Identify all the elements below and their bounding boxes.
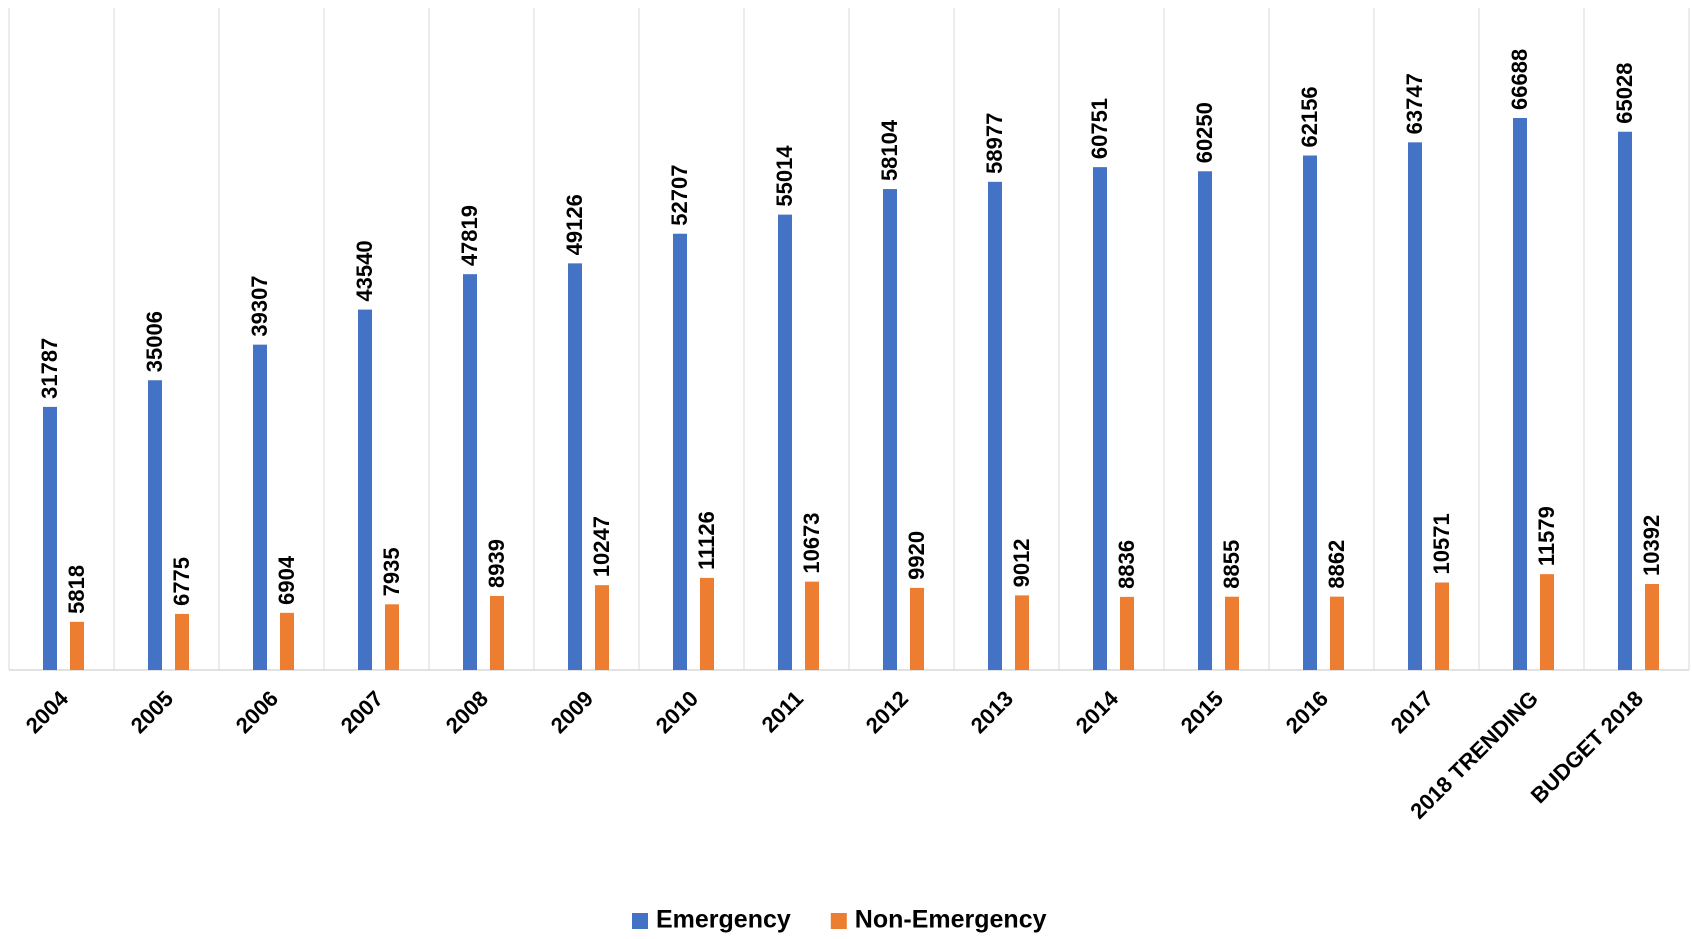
bar <box>1330 596 1344 670</box>
value-label: 39307 <box>247 275 272 336</box>
value-label: 6775 <box>169 557 194 606</box>
legend-label: Emergency <box>656 906 791 934</box>
bar <box>910 587 924 670</box>
x-tick-label: 2013 <box>966 686 1018 738</box>
value-label: 55014 <box>772 145 797 207</box>
value-label: 60751 <box>1087 98 1112 159</box>
bar <box>1120 596 1134 670</box>
value-label: 9012 <box>1009 538 1034 587</box>
value-label: 8836 <box>1114 540 1139 589</box>
bar <box>1408 142 1422 670</box>
bar <box>1435 582 1449 670</box>
bar <box>988 181 1002 670</box>
x-tick-label: 2006 <box>231 686 283 738</box>
bar <box>1198 171 1212 670</box>
value-label: 5818 <box>64 565 89 614</box>
x-tick-label: 2017 <box>1386 686 1438 738</box>
value-label: 62156 <box>1297 86 1322 147</box>
value-label: 10673 <box>799 512 824 573</box>
bar <box>280 612 294 670</box>
bar <box>805 581 819 670</box>
x-tick-label: 2009 <box>546 686 598 738</box>
x-tick-label: 2007 <box>336 686 388 738</box>
value-label: 7935 <box>379 547 404 596</box>
value-label: 52707 <box>667 165 692 226</box>
legend-swatch <box>632 913 648 929</box>
value-label: 43540 <box>352 240 377 301</box>
bar <box>1093 167 1107 670</box>
legend-swatch <box>830 913 847 929</box>
value-label: 58977 <box>982 113 1007 174</box>
x-tick-label: 2015 <box>1176 686 1228 738</box>
bar <box>385 604 399 670</box>
value-label: 10247 <box>589 516 614 577</box>
value-label: 9920 <box>904 531 929 580</box>
bar <box>1015 595 1029 670</box>
value-label: 10392 <box>1639 515 1664 576</box>
value-label: 58104 <box>877 119 902 181</box>
value-label: 47819 <box>457 205 482 266</box>
bar <box>700 577 714 670</box>
bar <box>463 274 477 670</box>
bar <box>175 613 189 670</box>
bar <box>43 406 57 670</box>
value-label: 8862 <box>1324 540 1349 589</box>
value-label: 31787 <box>37 338 62 399</box>
legend-label: Non-Emergency <box>855 906 1047 934</box>
value-label: 8855 <box>1219 540 1244 589</box>
x-tick-label: 2004 <box>21 685 74 738</box>
x-tick-label: 2011 <box>757 686 808 737</box>
x-tick-label: 2010 <box>651 686 703 738</box>
bar <box>1645 583 1659 670</box>
bar <box>568 263 582 670</box>
x-tick-label: 2014 <box>1071 685 1124 738</box>
bar <box>1618 131 1632 670</box>
value-label: 60250 <box>1192 102 1217 163</box>
value-label: 8939 <box>484 539 509 588</box>
bar <box>778 214 792 670</box>
value-label: 66688 <box>1507 49 1532 110</box>
value-label: 11579 <box>1534 506 1559 566</box>
value-label: 11126 <box>694 511 719 570</box>
x-tick-label: BUDGET 2018 <box>1526 686 1648 808</box>
bar <box>595 585 609 670</box>
x-tick-label: 2016 <box>1281 686 1333 738</box>
bar <box>253 344 267 670</box>
x-tick-label: 2012 <box>861 686 913 738</box>
bar <box>673 233 687 670</box>
bar <box>358 309 372 670</box>
bar <box>1225 596 1239 670</box>
value-label: 49126 <box>562 194 587 255</box>
bar <box>70 621 84 670</box>
value-label: 65028 <box>1612 63 1637 124</box>
x-tick-label: 2008 <box>441 686 493 738</box>
bar <box>148 380 162 670</box>
bar <box>490 596 504 670</box>
value-label: 10571 <box>1429 513 1454 574</box>
bar <box>1513 118 1527 670</box>
bar <box>1540 574 1554 670</box>
value-label: 35006 <box>142 311 167 372</box>
x-tick-label: 2005 <box>126 686 178 738</box>
bar <box>883 189 897 670</box>
value-label: 6904 <box>274 555 299 605</box>
bar <box>1303 155 1317 671</box>
value-label: 63747 <box>1402 73 1427 134</box>
